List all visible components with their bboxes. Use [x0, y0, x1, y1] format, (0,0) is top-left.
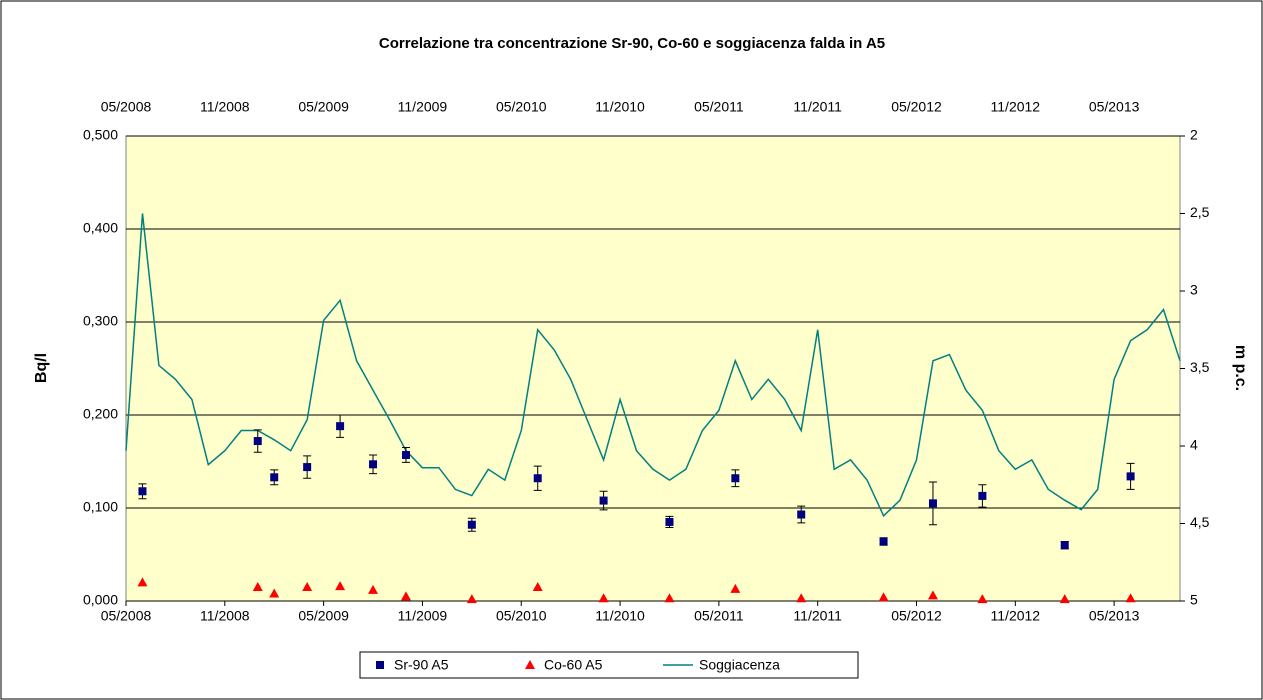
data-point [878, 592, 889, 602]
x2-tick-label: 05/2011 [694, 99, 744, 115]
data-point [927, 590, 938, 600]
data-point [270, 473, 279, 482]
data-point [665, 517, 674, 526]
data-point [532, 582, 543, 592]
data-point [797, 510, 806, 519]
data-point [1060, 541, 1069, 550]
y2-tick-label: 3 [1190, 282, 1198, 298]
data-point [879, 537, 888, 546]
data-point [730, 583, 741, 593]
data-point [401, 450, 410, 459]
data-point [138, 487, 147, 496]
y-tick-label: 0,100 [83, 499, 118, 515]
data-point [664, 593, 675, 603]
data-point [368, 584, 379, 594]
legend-label: Co-60 A5 [544, 657, 603, 673]
plot-area [125, 135, 1181, 602]
legend-box [359, 651, 859, 679]
data-point [253, 437, 262, 446]
y-tick-label: 0,000 [83, 592, 118, 608]
data-point [467, 520, 476, 529]
y2-tick-label: 4,5 [1190, 514, 1210, 530]
data-point [400, 591, 411, 601]
y2-tick-label: 4 [1190, 437, 1198, 453]
x-tick-label: 11/2012 [991, 608, 1041, 624]
data-point [978, 491, 987, 500]
x2-tick-label: 05/2012 [891, 99, 942, 115]
x2-tick-label: 11/2008 [200, 99, 250, 115]
x2-tick-label: 11/2009 [398, 99, 448, 115]
y2-tick-label: 3,5 [1190, 359, 1210, 375]
x-tick-label: 11/2010 [595, 608, 645, 624]
series-line [125, 213, 1181, 518]
x2-tick-label: 05/2013 [1089, 99, 1140, 115]
data-point [302, 582, 313, 592]
x-tick-label: 11/2009 [398, 608, 448, 624]
x-tick-label: 11/2011 [793, 608, 842, 624]
data-point [1059, 594, 1070, 604]
data-point [466, 594, 477, 604]
x-tick-label: 05/2009 [298, 608, 349, 624]
chart-title: Correlazione tra concentrazione Sr-90, C… [379, 35, 885, 52]
data-point [269, 588, 280, 598]
y2-axis-label: m p.c. [1232, 345, 1249, 391]
x2-tick-label: 11/2010 [595, 99, 645, 115]
data-point [1125, 593, 1136, 603]
data-point [336, 422, 345, 431]
data-point [1126, 472, 1135, 481]
y-axis-label: Bq/l [33, 353, 50, 383]
y-tick-label: 0,500 [83, 127, 118, 143]
x2-tick-label: 11/2012 [991, 99, 1041, 115]
data-point [796, 593, 807, 603]
y-tick-label: 0,400 [83, 220, 118, 236]
data-point [599, 496, 608, 505]
x2-tick-label: 05/2008 [101, 99, 152, 115]
y-tick-label: 0,200 [83, 406, 118, 422]
data-point [598, 593, 609, 603]
data-point [137, 577, 148, 587]
x-tick-label: 05/2011 [694, 608, 744, 624]
data-point [533, 474, 542, 483]
data-point [928, 499, 937, 508]
y-tick-label: 0,300 [83, 313, 118, 329]
legend-marker [525, 660, 535, 669]
legend-label: Soggiacenza [699, 657, 780, 673]
data-point [252, 582, 263, 592]
data-point [335, 581, 346, 591]
x-tick-label: 05/2013 [1089, 608, 1140, 624]
legend-label: Sr-90 A5 [394, 657, 449, 673]
x-tick-label: 11/2008 [200, 608, 250, 624]
data-point [731, 474, 740, 483]
data-point [977, 594, 988, 604]
data-point [303, 463, 312, 472]
y2-tick-label: 2 [1190, 127, 1198, 143]
x2-tick-label: 05/2009 [298, 99, 349, 115]
data-point [369, 460, 378, 469]
x2-tick-label: 11/2011 [793, 99, 842, 115]
legend-marker [376, 661, 384, 669]
x-tick-label: 05/2008 [101, 608, 152, 624]
x-tick-label: 05/2012 [891, 608, 942, 624]
x-tick-label: 05/2010 [496, 608, 547, 624]
y2-tick-label: 2,5 [1190, 204, 1210, 220]
x2-tick-label: 05/2010 [496, 99, 547, 115]
y2-tick-label: 5 [1190, 592, 1198, 608]
